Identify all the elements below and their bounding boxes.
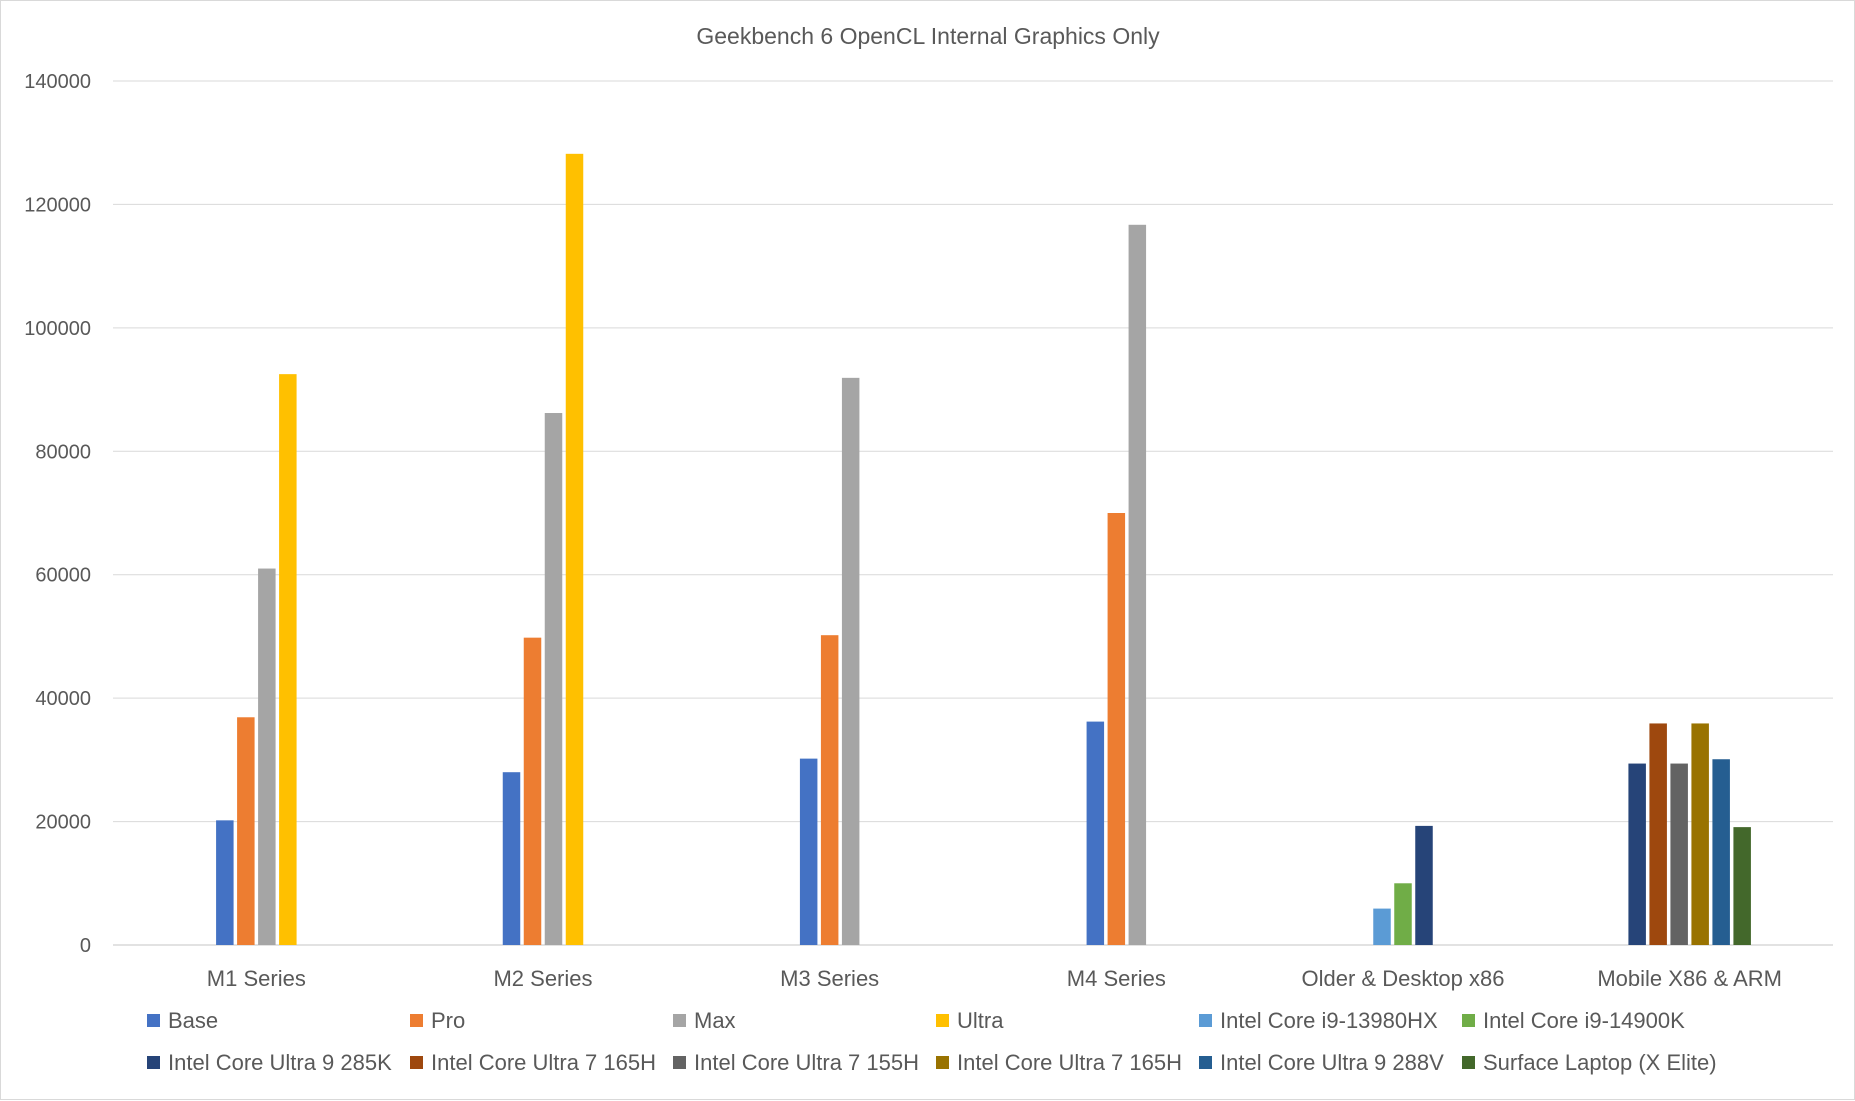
legend-label: Pro <box>431 1008 465 1033</box>
legend: Base Pro Max Ultra Intel Core i9-13980HX Inte… <box>147 1008 1717 1075</box>
y-tick-label: 60000 <box>35 565 91 587</box>
bar <box>523 637 542 945</box>
legend-swatch <box>673 1014 686 1027</box>
bar <box>1712 759 1730 945</box>
bar <box>841 377 860 945</box>
legend-label: Ultra <box>957 1008 1004 1033</box>
bar <box>502 772 521 945</box>
legend-item: Pro <box>410 1008 465 1033</box>
legend-item: Surface Laptop (X Elite) <box>1462 1050 1717 1075</box>
legend-label: Intel Core i9-13980HX <box>1220 1008 1438 1033</box>
legend-item: Ultra <box>936 1008 1004 1033</box>
x-tick-label: M4 Series <box>1067 966 1166 991</box>
bar <box>1107 513 1126 945</box>
legend-item: Intel Core Ultra 7 165H <box>936 1050 1182 1075</box>
legend-label: Intel Core Ultra 7 155H <box>694 1050 919 1075</box>
legend-swatch <box>936 1014 949 1027</box>
x-tick-label: Older & Desktop x86 <box>1302 966 1505 991</box>
legend-item: Intel Core Ultra 7 155H <box>673 1050 919 1075</box>
legend-label: Intel Core Ultra 7 165H <box>431 1050 656 1075</box>
legend-swatch <box>936 1056 949 1069</box>
bar <box>258 568 276 945</box>
legend-swatch <box>410 1014 423 1027</box>
bar <box>1086 721 1105 945</box>
legend-label: Surface Laptop (X Elite) <box>1483 1050 1717 1075</box>
bar <box>565 153 584 945</box>
bar <box>1628 763 1646 945</box>
y-tick-label: 0 <box>80 935 91 957</box>
bar <box>1733 827 1751 945</box>
legend-label: Intel Core i9-14900K <box>1483 1008 1685 1033</box>
legend-item: Intel Core Ultra 9 288V <box>1199 1050 1444 1075</box>
legend-swatch <box>410 1056 423 1069</box>
bar <box>820 635 839 945</box>
bar <box>1128 224 1147 945</box>
y-tick-label: 100000 <box>24 318 91 340</box>
x-tick-label: M1 Series <box>207 966 306 991</box>
bar <box>1691 723 1709 945</box>
legend-swatch <box>147 1056 160 1069</box>
x-axis-ticks: M1 Series M2 Series M3 Series M4 Series Olde… <box>207 966 1782 991</box>
legend-label: Intel Core Ultra 9 288V <box>1220 1050 1444 1075</box>
bar <box>1670 763 1688 945</box>
legend-swatch <box>1462 1056 1475 1069</box>
y-tick-label: 140000 <box>24 71 91 93</box>
x-tick-label: M2 Series <box>493 966 592 991</box>
bar <box>544 413 563 946</box>
bar <box>1415 825 1433 945</box>
bar <box>1373 908 1391 945</box>
y-tick-label: 20000 <box>35 812 91 834</box>
y-tick-label: 40000 <box>35 688 91 710</box>
gridlines <box>113 80 1833 946</box>
legend-label: Base <box>168 1008 218 1033</box>
legend-item: Intel Core i9-14900K <box>1462 1008 1685 1033</box>
legend-swatch <box>673 1056 686 1069</box>
legend-swatch <box>1199 1056 1212 1069</box>
chart-title: Geekbench 6 OpenCL Internal Graphics Onl… <box>696 23 1160 49</box>
legend-label: Intel Core Ultra 9 285K <box>168 1050 392 1075</box>
x-tick-label: Mobile X86 & ARM <box>1597 966 1782 991</box>
legend-item: Intel Core Ultra 9 285K <box>147 1050 392 1075</box>
legend-item: Intel Core i9-13980HX <box>1199 1008 1438 1033</box>
bar <box>216 820 234 945</box>
bar <box>237 717 255 945</box>
bar <box>1394 883 1412 945</box>
bar <box>279 374 297 946</box>
bar <box>799 758 818 945</box>
legend-label: Intel Core Ultra 7 165H <box>957 1050 1182 1075</box>
legend-swatch <box>1199 1014 1212 1027</box>
bar <box>1649 723 1667 945</box>
legend-swatch <box>147 1014 160 1027</box>
x-tick-label: M3 Series <box>780 966 879 991</box>
legend-item: Max <box>673 1008 736 1033</box>
y-axis-ticks: 0 20000 40000 60000 80000 100000 120000 140000 <box>24 71 91 957</box>
y-tick-label: 120000 <box>24 194 91 216</box>
legend-label: Max <box>694 1008 736 1033</box>
legend-swatch <box>1462 1014 1475 1027</box>
bars <box>216 153 1751 946</box>
y-tick-label: 80000 <box>35 441 91 463</box>
legend-item: Intel Core Ultra 7 165H <box>410 1050 656 1075</box>
legend-item: Base <box>147 1008 218 1033</box>
